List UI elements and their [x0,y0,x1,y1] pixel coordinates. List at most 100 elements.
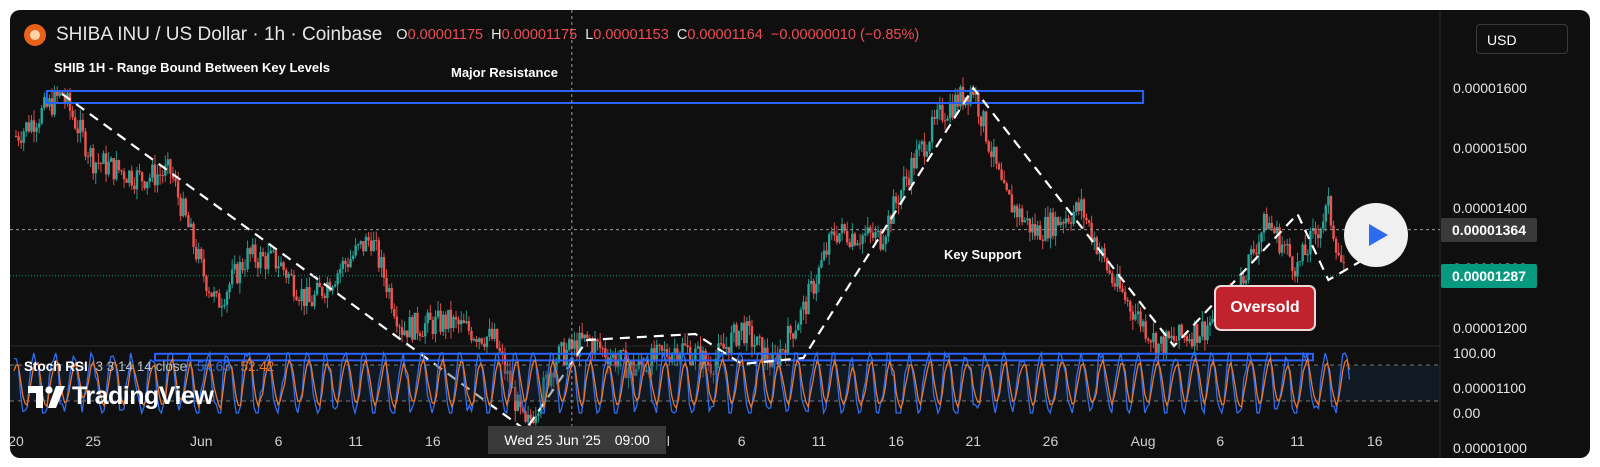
crosshair-date-badge: Wed 25 Jun '25 09:00 [488,426,666,454]
play-button[interactable] [1344,203,1408,267]
candle-body [76,128,79,134]
chart-annotation-title: SHIB 1H - Range Bound Between Key Levels [54,60,330,75]
candle-body [395,316,399,327]
chart-canvas[interactable] [10,10,1590,458]
candle-body [1167,331,1171,339]
candle-body [1291,256,1294,272]
candle-body [1049,212,1052,239]
candle-body [503,354,507,374]
candle-body [598,341,602,349]
candle-body [1208,322,1212,326]
candle-body [225,292,229,305]
candle-body [696,346,700,349]
candle-body [390,288,393,310]
candle-body [979,116,983,127]
candle-body [22,131,25,143]
candle-body [709,364,712,374]
candle-body [1324,205,1328,222]
candle-body [1244,280,1248,284]
candle-body [578,332,581,357]
candle-body [1051,212,1055,237]
candle-body [555,361,558,378]
candle-body [261,251,265,257]
candle-body [550,372,553,387]
candle-body [1152,332,1155,343]
candle-body [938,104,942,110]
low-label: L [585,27,594,43]
candle-body [436,310,440,317]
candle-body [1000,169,1003,180]
candle-body [210,292,213,297]
candle-body [825,250,828,255]
candle-body [640,360,643,365]
candle-body [972,89,975,95]
candle-body [779,349,782,365]
x-tick-label: Jun [189,433,213,449]
candle-body [187,215,190,228]
candle-body [63,95,67,102]
candle-body [601,348,604,350]
candle-body [135,170,139,190]
currency-selector[interactable]: USD [1476,24,1568,54]
candle-body [266,253,270,270]
candle-body [447,309,450,330]
candle-body [526,414,530,422]
candle-body [918,144,921,150]
candle-body [241,261,244,271]
candle-body [55,90,59,96]
candle-body [1111,273,1114,284]
candle-body [1116,274,1119,287]
candle-body [467,321,471,331]
candle-body [279,262,283,267]
candle-body [514,386,517,411]
stoch-rsi-legend[interactable]: Stoch RSI 3 3 14 14 close 54.63 52.42 [24,359,274,374]
stoch-rsi-name: Stoch RSI [24,359,88,374]
candle-body [784,349,787,355]
candle-body [151,164,154,178]
candle-body [570,339,574,349]
candle-body [1329,196,1333,226]
candle-body [254,244,257,262]
candle-body [1069,222,1073,224]
candle-body [359,241,363,245]
candle-body [544,374,548,378]
candle-body [89,148,92,157]
candle-body [1332,225,1335,240]
candle-body [200,248,203,260]
symbol-title[interactable]: SHIBA INU / US Dollar · 1h · Coinbase [56,24,383,45]
candle-body [1185,336,1189,342]
candle-body [575,340,579,357]
candle-body [817,267,821,284]
candle-body [274,250,278,269]
candle-body [508,370,512,388]
candle-body [385,277,388,292]
candle-body [851,233,854,247]
candle-body [611,353,615,358]
candle-body [1064,218,1068,224]
candle-body [272,250,275,252]
candle-body [809,280,813,285]
candle-body [845,230,849,243]
candle-body [820,260,823,268]
candle-body [140,172,144,182]
candle-body [1015,205,1019,218]
candle-body [1108,270,1111,274]
candle-body [493,328,496,339]
candle-body [40,108,43,124]
candle-body [686,345,689,348]
candle-body [897,202,900,205]
candle-body [248,248,252,255]
candle-body [1005,183,1008,190]
candle-body [634,368,638,376]
candle-body [732,324,736,333]
candle-body [1201,321,1204,337]
candle-body [287,274,290,278]
candle-body [166,159,170,166]
candle-body [362,241,365,252]
candle-body [616,360,620,368]
candle-body [102,153,105,164]
candle-body [398,326,401,328]
candle-body [158,174,162,176]
candle-body [596,339,599,342]
x-tick-label: 6 [737,433,746,449]
